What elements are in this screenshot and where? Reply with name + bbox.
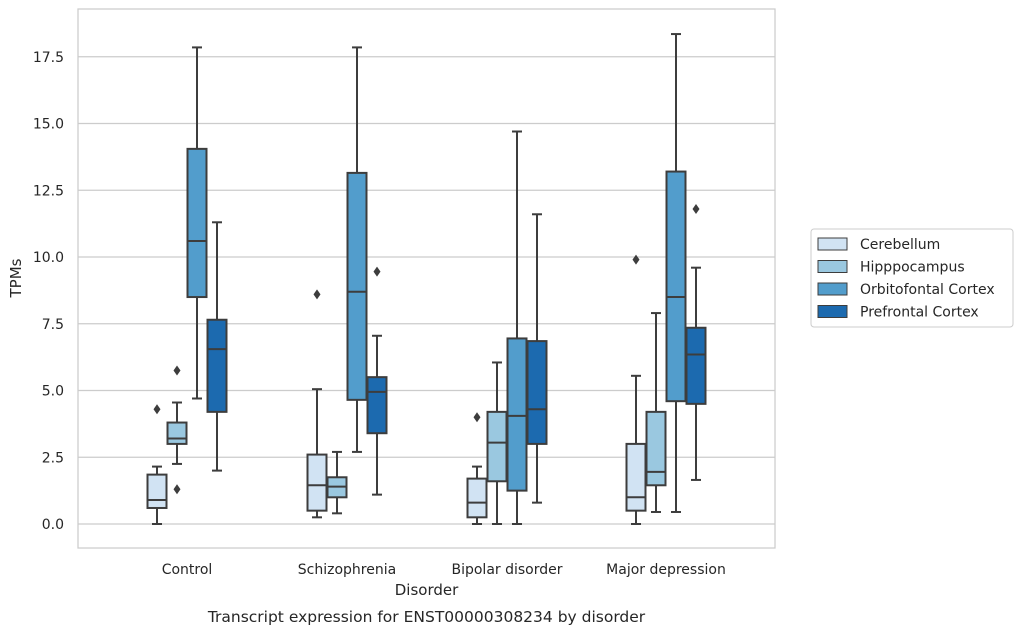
plot-area-border <box>77 8 776 549</box>
box <box>166 365 188 495</box>
box-body <box>206 318 228 413</box>
series-cerebellum <box>146 254 647 525</box>
box <box>146 404 168 525</box>
legend: Cerebellum Hipppocampus Orbitofontal Corte… <box>810 228 1014 328</box>
box <box>685 203 707 481</box>
legend-swatch <box>817 305 848 318</box>
outlier-point <box>373 266 381 277</box>
box-body <box>625 442 647 512</box>
grid-lines <box>78 56 775 525</box>
x-axis-ticks: Control Schizophrenia Bipolar disorder Majo… <box>162 562 726 578</box>
y-tick-label: 17.5 <box>33 50 64 66</box>
y-axis-title: TPMs <box>7 258 25 298</box>
legend-swatch <box>817 237 848 251</box>
box <box>346 46 368 453</box>
outlier-point <box>692 203 700 214</box>
y-tick-label: 7.5 <box>42 317 64 333</box>
y-axis-ticks: 0.0 2.5 5.0 7.5 10.0 12.5 15.0 17.5 <box>33 50 64 533</box>
box-body <box>146 473 168 509</box>
box <box>466 412 488 525</box>
box-body <box>166 421 188 445</box>
chart-caption: Transcript expression for ENST0000030823… <box>207 608 646 626</box>
series-prefrontal-cortex <box>206 203 707 504</box>
legend-swatch <box>817 282 848 296</box>
series-orbitofontal-cortex <box>186 33 687 525</box>
box-body <box>186 147 208 299</box>
legend-label: Prefrontal Cortex <box>860 305 979 321</box>
legend-label: Hipppocampus <box>860 260 965 276</box>
box <box>665 33 687 513</box>
y-tick-label: 10.0 <box>33 250 64 266</box>
box <box>366 266 388 496</box>
box-body <box>506 337 528 492</box>
box <box>645 312 667 513</box>
legend-label: Cerebellum <box>860 237 940 253</box>
series-hipppocampus <box>166 312 667 525</box>
box-body <box>665 170 687 403</box>
box-series <box>146 33 707 525</box>
box <box>306 289 328 519</box>
y-tick-label: 12.5 <box>33 183 64 199</box>
box <box>625 254 647 525</box>
legend-swatch <box>817 260 848 273</box>
outlier-point <box>153 404 161 415</box>
box <box>206 221 228 472</box>
outlier-point <box>173 484 181 495</box>
box <box>506 130 528 525</box>
box-body <box>486 410 508 483</box>
legend-label: Orbitofontal Cortex <box>860 282 995 298</box>
y-tick-label: 15.0 <box>33 117 64 133</box>
x-axis-title: Disorder <box>395 581 459 599</box>
box-body <box>685 326 707 405</box>
box <box>526 213 548 504</box>
x-tick-label: Schizophrenia <box>298 562 396 578</box>
outlier-point <box>632 254 640 265</box>
outlier-point <box>313 289 321 300</box>
y-tick-label: 5.0 <box>42 384 64 400</box>
box-body <box>526 340 548 445</box>
box-body <box>346 171 368 401</box>
x-tick-label: Control <box>162 562 213 578</box>
y-tick-label: 0.0 <box>42 517 64 533</box>
x-tick-label: Major depression <box>606 562 726 578</box>
box <box>486 361 508 525</box>
x-tick-label: Bipolar disorder <box>451 562 562 578</box>
y-tick-label: 2.5 <box>42 450 64 466</box>
box <box>326 450 348 515</box>
box-body <box>645 410 667 487</box>
outlier-point <box>473 412 481 423</box>
legend-frame <box>810 228 1014 328</box>
box-body <box>306 453 328 512</box>
box <box>186 46 208 400</box>
outlier-point <box>173 365 181 376</box>
box-body <box>366 376 388 435</box>
box-body <box>466 477 488 519</box>
